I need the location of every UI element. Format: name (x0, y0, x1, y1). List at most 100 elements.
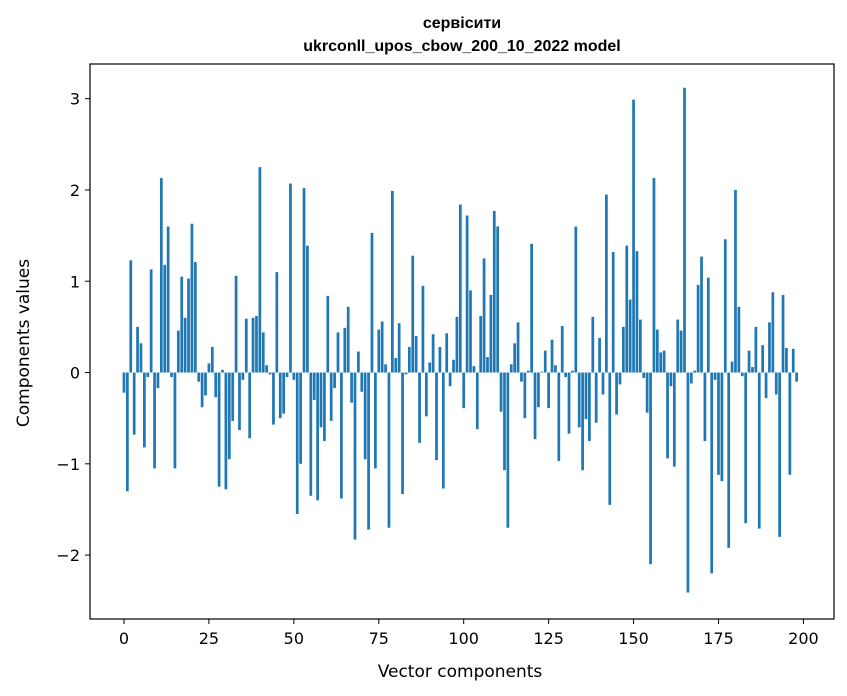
bar-77 (384, 364, 387, 373)
bar-158 (659, 352, 663, 373)
bar-182 (740, 372, 744, 377)
bar-107 (486, 357, 489, 373)
bar-0 (122, 372, 126, 393)
bar-62 (333, 372, 336, 389)
bar-36 (244, 318, 248, 373)
bar-154 (645, 372, 649, 413)
chart-title-line2: ukrconll_upos_cbow_200_10_2022 model (303, 38, 620, 55)
bar-52 (299, 372, 302, 464)
bar-43 (268, 372, 272, 375)
bar-176 (720, 372, 724, 482)
bar-76 (380, 321, 384, 373)
bar-168 (693, 370, 697, 373)
bar-30 (224, 372, 228, 490)
bar-195 (785, 347, 788, 373)
bar-127 (554, 365, 557, 373)
bar-78 (387, 372, 391, 528)
bar-45 (275, 272, 279, 373)
bar-73 (370, 232, 374, 373)
bar-104 (475, 372, 479, 430)
bar-82 (401, 372, 404, 494)
bar-8 (149, 269, 153, 373)
bar-146 (618, 372, 622, 385)
bar-93 (438, 346, 442, 373)
bar-55 (309, 372, 313, 496)
bar-71 (363, 372, 367, 460)
bar-42 (265, 365, 269, 373)
y-axis-label: Components values (14, 259, 34, 427)
bar-151 (635, 251, 639, 373)
bar-38 (251, 317, 255, 373)
bar-101 (465, 215, 469, 373)
bar-3 (132, 372, 136, 435)
bar-186 (754, 326, 758, 373)
bar-32 (231, 372, 235, 421)
bar-197 (791, 348, 795, 373)
bar-159 (662, 350, 666, 373)
bar-98 (455, 316, 459, 373)
bar-83 (404, 372, 408, 375)
bar-19 (187, 278, 190, 373)
bar-108 (489, 294, 493, 373)
bar-6 (143, 372, 146, 448)
bar-9 (153, 372, 156, 469)
x-tick-label: 50 (284, 629, 304, 648)
bar-156 (652, 178, 656, 373)
bar-27 (214, 372, 218, 398)
bar-64 (340, 372, 343, 499)
x-tick-label: 175 (703, 629, 734, 648)
bar-160 (666, 372, 669, 459)
bar-131 (567, 372, 571, 434)
bar-40 (258, 167, 262, 373)
bar-90 (428, 362, 432, 373)
bar-117 (520, 372, 523, 382)
bars-group (122, 87, 798, 593)
bar-87 (418, 372, 421, 443)
bar-149 (628, 299, 632, 373)
bar-69 (357, 351, 360, 373)
bar-188 (761, 345, 765, 373)
bar-150 (632, 99, 635, 373)
bar-31 (227, 372, 231, 460)
bar-24 (204, 372, 207, 396)
x-tick-label: 150 (618, 629, 649, 648)
bar-183 (744, 372, 748, 524)
bar-21 (193, 262, 197, 373)
bar-184 (747, 350, 751, 373)
bar-155 (649, 372, 652, 565)
bar-14 (170, 372, 173, 378)
bar-80 (394, 357, 398, 373)
bar-41 (261, 332, 265, 373)
bar-185 (751, 367, 754, 373)
bar-194 (781, 294, 785, 373)
bar-123 (540, 371, 544, 373)
bar-57 (316, 372, 319, 501)
bar-170 (700, 256, 703, 373)
bar-28 (217, 372, 221, 487)
bar-7 (146, 372, 150, 378)
bar-116 (516, 322, 520, 373)
bar-72 (367, 372, 370, 530)
bar-144 (611, 252, 615, 373)
bar-54 (306, 245, 309, 373)
bar-35 (241, 372, 245, 380)
bar-70 (360, 372, 364, 392)
bar-25 (207, 363, 211, 373)
bar-113 (506, 372, 510, 528)
bar-126 (550, 339, 554, 373)
bar-56 (312, 372, 316, 400)
bar-74 (374, 372, 377, 469)
bar-118 (523, 372, 527, 419)
bar-44 (272, 372, 275, 425)
bar-152 (639, 319, 642, 373)
bar-134 (577, 372, 581, 428)
x-tick-label: 75 (369, 629, 389, 648)
bar-68 (353, 372, 357, 540)
bar-122 (537, 372, 540, 408)
bar-29 (221, 369, 224, 373)
bar-48 (285, 372, 289, 378)
bar-53 (302, 188, 306, 373)
bar-124 (543, 350, 547, 373)
bar-37 (248, 372, 252, 439)
